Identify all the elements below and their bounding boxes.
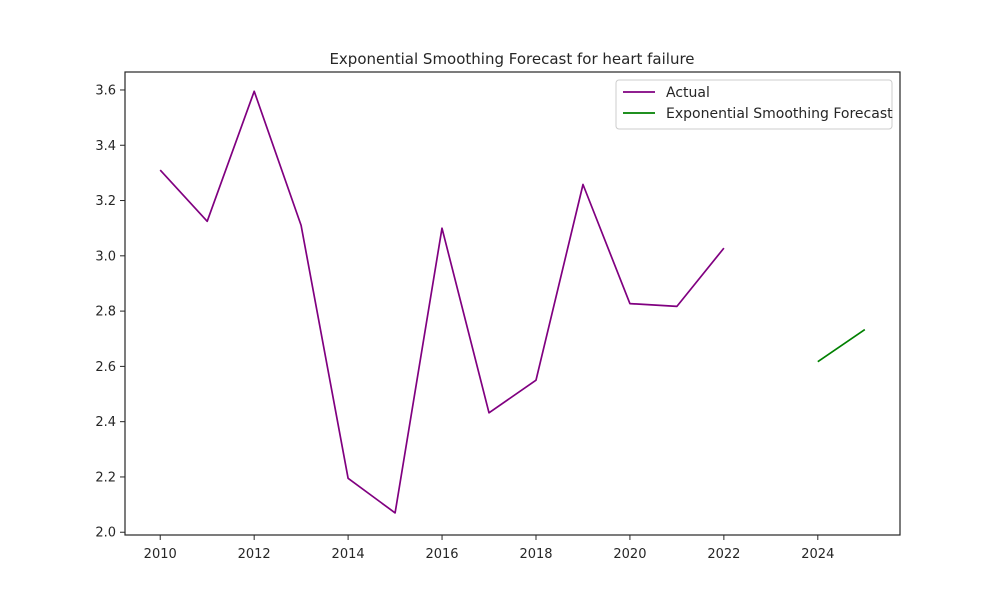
x-tick-label: 2020 <box>613 547 646 562</box>
legend-label: Actual <box>666 85 710 101</box>
y-tick-label: 2.8 <box>95 305 116 320</box>
x-tick-label: 2016 <box>425 547 458 562</box>
y-tick-label: 3.0 <box>95 249 116 264</box>
plot-frame <box>124 71 901 536</box>
y-tick-label: 2.4 <box>95 415 116 430</box>
y-tick-label: 3.4 <box>95 139 116 154</box>
y-tick-label: 2.0 <box>95 526 116 541</box>
series-line-forecast <box>817 328 866 363</box>
legend-box <box>615 79 893 130</box>
legend-label: Exponential Smoothing Forecast <box>666 106 893 122</box>
x-tick-label: 2024 <box>801 547 834 562</box>
y-tick-label: 3.2 <box>95 194 116 209</box>
x-axis: 2010 2012 2014 2016 2018 2020 2022 2024 <box>144 535 834 562</box>
y-tick-label: 3.6 <box>95 83 116 98</box>
x-tick-label: 2018 <box>519 547 552 562</box>
series-layer <box>159 90 866 514</box>
y-tick-label: 2.6 <box>95 360 116 375</box>
x-tick-label: 2012 <box>238 547 271 562</box>
x-tick-label: 2010 <box>144 547 177 562</box>
y-tick-label: 2.2 <box>95 470 116 485</box>
legend: Actual Exponential Smoothing Forecast <box>615 79 893 130</box>
plot-area <box>124 71 901 536</box>
y-axis: 2.0 2.2 2.4 2.6 2.8 3.0 3.2 3.4 3.6 <box>95 83 125 541</box>
x-tick-label: 2014 <box>332 547 365 562</box>
x-tick-label: 2022 <box>707 547 740 562</box>
chart-title: Exponential Smoothing Forecast for heart… <box>329 50 694 68</box>
series-line-actual <box>159 90 725 514</box>
